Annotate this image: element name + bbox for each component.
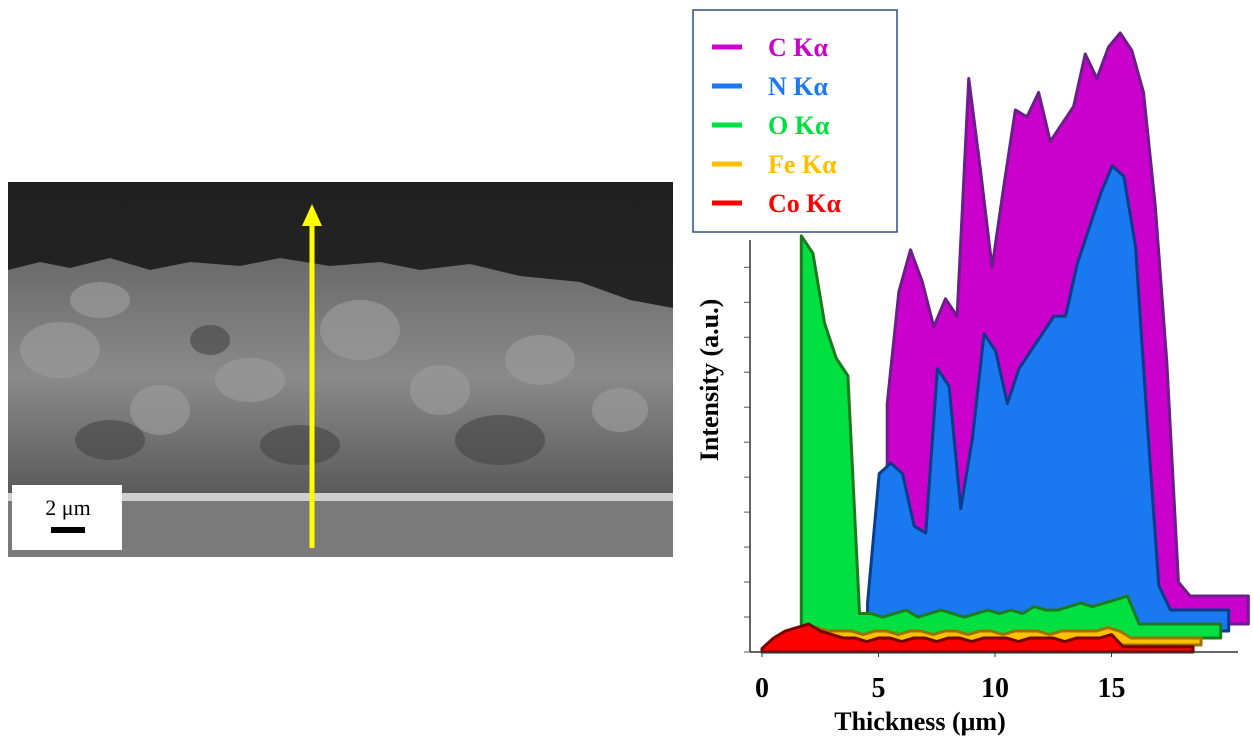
x-axis-label: Thickness (μm)	[834, 707, 1005, 736]
chart: 0 5 10 15 Thickness (μm) Intensity (a.u.) C Kα…	[693, 10, 1248, 736]
legend-label: Fe Kα	[768, 150, 837, 179]
legend-label: N Kα	[768, 72, 829, 101]
legend: C Kα N Kα O Kα Fe Kα Co Kα	[693, 10, 897, 232]
legend-label: C Kα	[768, 33, 829, 62]
page: 2 μm 0 5 10 15 Thickness (μm) Intensity (a.u.…	[0, 0, 1253, 740]
x-tick-label: 10	[981, 673, 1009, 704]
sem-image: 2 μm	[8, 182, 673, 557]
x-tick-label: 0	[755, 673, 769, 704]
x-tick-label: 15	[1098, 673, 1126, 704]
figure: 2 μm 0 5 10 15 Thickness (μm) Intensity (a.u.…	[0, 0, 1253, 740]
legend-label: O Kα	[768, 111, 830, 140]
x-tick-label: 5	[872, 673, 886, 704]
scale-bar-label: 2 μm	[45, 495, 90, 520]
scale-bar	[51, 527, 85, 533]
y-axis-label: Intensity (a.u.)	[695, 299, 724, 462]
legend-label: Co Kα	[768, 189, 842, 218]
